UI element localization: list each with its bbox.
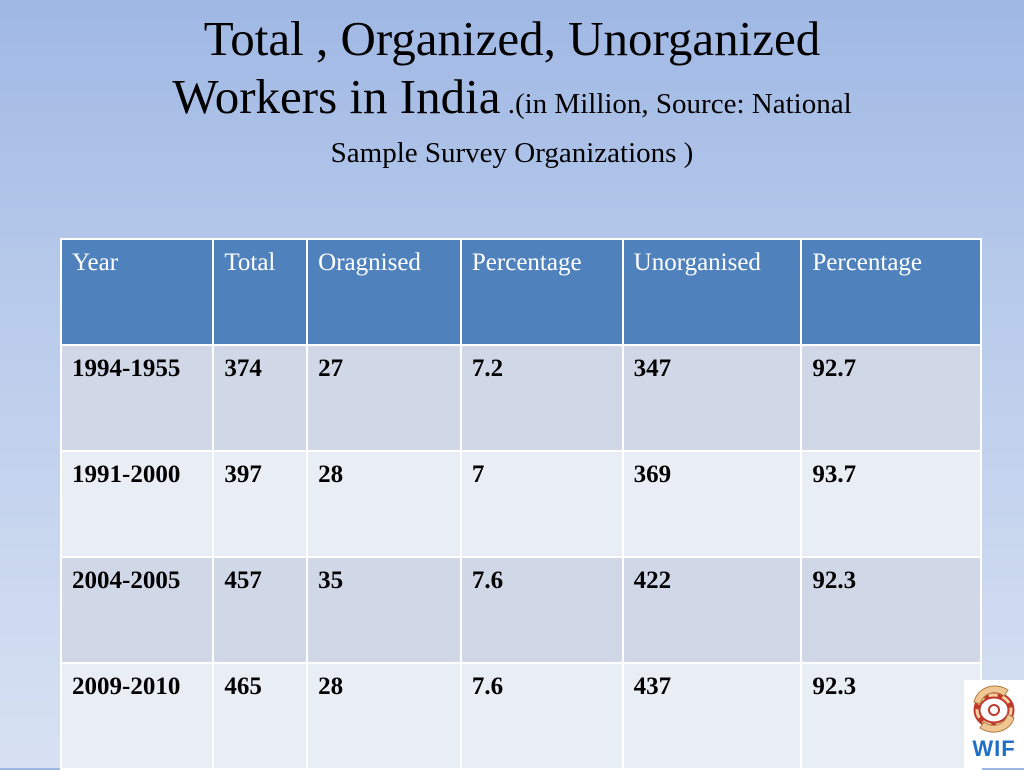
- cell-organised-percentage: 7.6: [459, 556, 624, 664]
- table-row: 2009-2010 465 28 7.6 437 92.3: [59, 662, 982, 770]
- cell-organised: 28: [306, 450, 462, 558]
- cell-unorganised: 437: [621, 662, 803, 770]
- logo-wordmark: WIF: [972, 736, 1016, 761]
- cell-unorganised: 347: [621, 344, 803, 452]
- header-unorganised-percentage: Percentage: [800, 238, 982, 346]
- header-unorganised: Unorganised: [621, 238, 803, 346]
- cell-total: 457: [212, 556, 309, 664]
- slide-title: Total , Organized, Unorganized Workers i…: [0, 10, 1024, 173]
- title-main-text: Workers in India: [172, 69, 501, 124]
- table-row: 1994-1955 374 27 7.2 347 92.7: [59, 344, 982, 452]
- cell-unorganised-percentage: 92.3: [800, 556, 982, 664]
- table-header-row: Year Total Oragnised Percentage Unorgani…: [59, 238, 982, 346]
- cell-organised-percentage: 7.2: [459, 344, 624, 452]
- clasped-hands-icon: [973, 685, 1015, 733]
- cell-year: 1994-1955: [59, 344, 215, 452]
- cell-unorganised: 369: [621, 450, 803, 558]
- cell-unorganised-percentage: 92.3: [800, 662, 982, 770]
- table-row: 2004-2005 457 35 7.6 422 92.3: [59, 556, 982, 664]
- cell-organised-percentage: 7: [459, 450, 624, 558]
- cell-unorganised-percentage: 92.7: [800, 344, 982, 452]
- cell-organised: 28: [306, 662, 462, 770]
- cell-organised-percentage: 7.6: [459, 662, 624, 770]
- header-organised-percentage: Percentage: [459, 238, 624, 346]
- title-line-2: Workers in India .(in Million, Source: N…: [0, 68, 1024, 133]
- title-line-1: Total , Organized, Unorganized: [203, 11, 821, 66]
- wif-logo: WIF: [964, 680, 1024, 768]
- cell-year: 2004-2005: [59, 556, 215, 664]
- cell-total: 374: [212, 344, 309, 452]
- table-row: 1991-2000 397 28 7 369 93.7: [59, 450, 982, 558]
- cell-total: 465: [212, 662, 309, 770]
- cell-unorganised: 422: [621, 556, 803, 664]
- title-source-note: .(in Million, Source: National: [500, 88, 852, 120]
- title-line-3: Sample Survey Organizations ): [330, 137, 694, 169]
- cell-total: 397: [212, 450, 309, 558]
- header-total: Total: [212, 238, 309, 346]
- header-year: Year: [59, 238, 215, 346]
- cell-unorganised-percentage: 93.7: [800, 450, 982, 558]
- cell-organised: 27: [306, 344, 462, 452]
- cell-organised: 35: [306, 556, 462, 664]
- header-organised: Oragnised: [306, 238, 462, 346]
- cell-year: 1991-2000: [59, 450, 215, 558]
- cell-year: 2009-2010: [59, 662, 215, 770]
- workers-table: Year Total Oragnised Percentage Unorgani…: [59, 238, 982, 770]
